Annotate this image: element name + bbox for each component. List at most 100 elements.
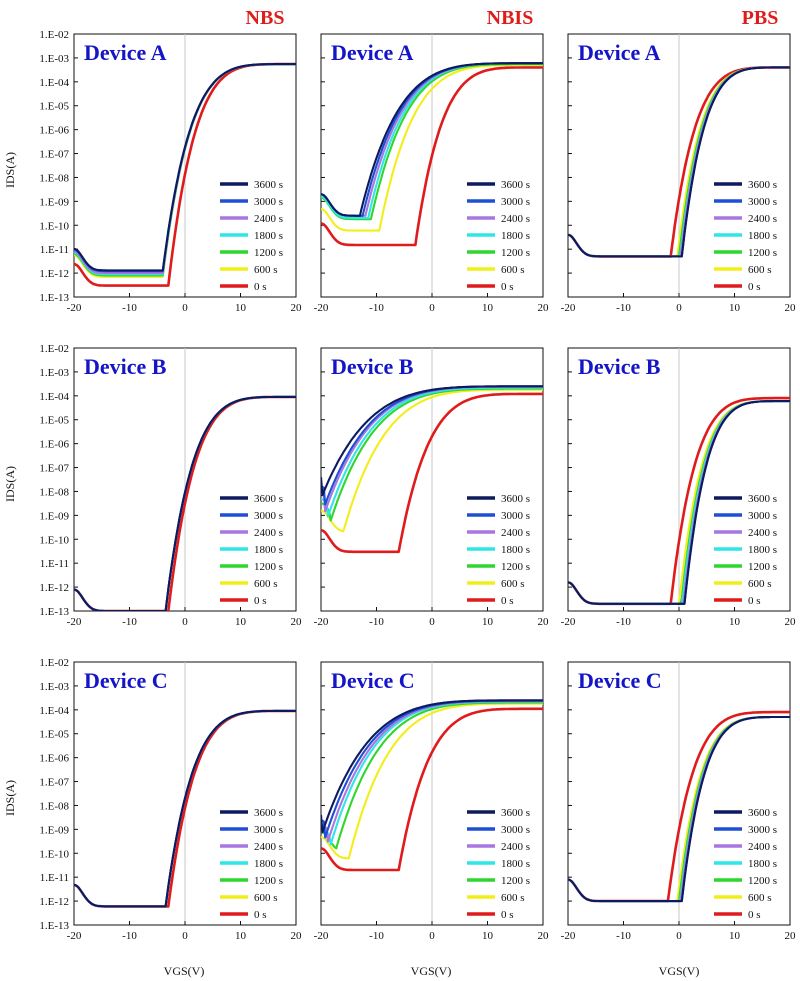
legend-label: 2400 s (254, 841, 283, 853)
x-tick-label: 20 (291, 302, 303, 314)
legend-label: 600 s (254, 264, 278, 276)
curves-group (74, 395, 296, 611)
legend-label: 600 s (748, 892, 772, 904)
curves-group (321, 385, 543, 554)
panel-8: -20 -10 0 10 20 Device C 3600 s 3000 s 2400 s 180… (561, 661, 796, 942)
y-tick-label: 1.E-12 (39, 268, 69, 280)
y-tick-label: 1.E-08 (39, 172, 69, 184)
legend-label: 1200 s (748, 561, 777, 573)
legend-label: 600 s (254, 892, 278, 904)
legend-label: 1800 s (501, 230, 530, 242)
legend-label: 0 s (748, 595, 761, 607)
x-axis-label-nbis: VGS(V) (411, 964, 452, 978)
y-tick-label: 1.E-09 (39, 510, 69, 522)
legend-label: 2400 s (748, 213, 777, 225)
legend-label: 1200 s (501, 247, 530, 259)
legend-label: 1800 s (748, 230, 777, 242)
legend-label: 0 s (748, 909, 761, 921)
series-line-600-s (321, 388, 543, 533)
x-tick-label: 0 (429, 930, 435, 942)
series-line-0-s (321, 66, 543, 247)
x-tick-label: 20 (538, 616, 550, 628)
y-tick-label: 1.E-02 (39, 29, 69, 41)
y-tick-label: 1.E-07 (39, 149, 69, 161)
legend-label: 1200 s (748, 875, 777, 887)
y-axis-label-row-b: IDS(A) (3, 466, 17, 502)
y-axis-label-row-c: IDS(A) (3, 780, 17, 816)
y-tick-label: 1.E-10 (39, 534, 69, 546)
curves-group (74, 62, 296, 287)
legend-label: 3600 s (748, 179, 777, 191)
series-line-3600-s (74, 709, 296, 908)
legend-label: 1200 s (254, 875, 283, 887)
x-tick-label: 20 (291, 616, 303, 628)
x-tick-label: -10 (122, 930, 137, 942)
x-axis-label-pbs: VGS(V) (659, 964, 700, 978)
series-line-3600-s (568, 400, 790, 605)
y-tick-label: 1.E-11 (40, 244, 69, 256)
column-title-pbs: PBS (742, 7, 779, 29)
y-tick-label: 1.E-08 (39, 486, 69, 498)
device-title: Device A (331, 40, 414, 65)
x-tick-label: 0 (676, 302, 682, 314)
y-axis-label-row-a: IDS(A) (3, 152, 17, 188)
legend-label: 3000 s (254, 510, 283, 522)
x-tick-label: 10 (482, 302, 494, 314)
y-tick-label: 1.E-04 (39, 77, 69, 89)
x-tick-label: 10 (729, 616, 741, 628)
y-tick-label: 1.E-13 (39, 606, 69, 618)
panel-0: 1.E-02 1.E-03 1.E-04 1.E-05 1.E-06 1.E-07 1.E-… (39, 29, 302, 314)
legend-label: 1200 s (748, 247, 777, 259)
device-title: Device C (331, 668, 415, 693)
legend-label: 1200 s (501, 561, 530, 573)
panel-5: -20 -10 0 10 20 Device B 3600 s 3000 s 2400 s 180… (561, 347, 797, 628)
x-tick-label: 10 (235, 930, 247, 942)
legend-label: 3000 s (254, 824, 283, 836)
y-tick-label: 1.E-09 (39, 196, 69, 208)
y-tick-label: 1.E-06 (39, 439, 69, 451)
x-tick-label: 0 (182, 930, 188, 942)
legend-label: 3600 s (501, 807, 530, 819)
y-tick-label: 1.E-06 (39, 753, 69, 765)
x-tick-label: 10 (482, 930, 494, 942)
series-line-0-s (321, 707, 543, 872)
curves-group (74, 709, 296, 908)
x-tick-label: 10 (235, 616, 247, 628)
legend-label: 1800 s (501, 858, 530, 870)
y-tick-label: 1.E-05 (39, 729, 69, 741)
x-tick-label: 10 (482, 616, 494, 628)
x-tick-label: 20 (538, 302, 550, 314)
device-title: Device B (578, 354, 661, 379)
legend-label: 3600 s (501, 179, 530, 191)
y-tick-label: 1.E-12 (39, 896, 69, 908)
x-tick-label: 10 (235, 302, 247, 314)
column-title-nbis: NBIS (487, 7, 534, 29)
x-tick-label: 20 (538, 930, 550, 942)
legend-label: 2400 s (748, 527, 777, 539)
legend-label: 0 s (501, 281, 514, 293)
legend-label: 3600 s (254, 493, 283, 505)
y-tick-label: 1.E-04 (39, 391, 69, 403)
legend-label: 0 s (501, 595, 514, 607)
legend-label: 1800 s (254, 230, 283, 242)
panel-4: -20 -10 0 10 20 Device B 3600 s 3000 s 2400 s 180… (314, 347, 550, 628)
x-tick-label: 20 (785, 302, 797, 314)
x-tick-label: -20 (561, 302, 576, 314)
series-line-0-s (321, 392, 543, 554)
legend-label: 1800 s (748, 858, 777, 870)
x-tick-label: -20 (314, 616, 329, 628)
device-title: Device B (331, 354, 414, 379)
legend-label: 3000 s (748, 196, 777, 208)
column-title-nbs: NBS (246, 7, 285, 29)
y-tick-label: 1.E-13 (39, 920, 69, 932)
x-tick-label: 20 (785, 616, 797, 628)
legend-label: 1800 s (254, 544, 283, 556)
device-title: Device A (578, 40, 661, 65)
series-line-3600-s (321, 385, 543, 497)
y-tick-label: 1.E-04 (39, 705, 69, 717)
device-title: Device A (84, 40, 167, 65)
panels-group: 1.E-02 1.E-03 1.E-04 1.E-05 1.E-06 1.E-07 1.E-… (39, 29, 796, 942)
panel-1: -20 -10 0 10 20 Device A 3600 s 3000 s 2400 s 180… (314, 33, 550, 314)
legend-label: 2400 s (254, 527, 283, 539)
